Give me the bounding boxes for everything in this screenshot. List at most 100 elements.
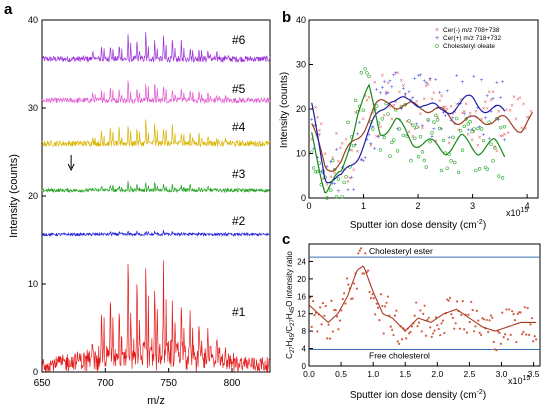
data-point: × (453, 110, 457, 116)
data-point (516, 312, 519, 315)
data-point: + (444, 114, 448, 120)
data-point: × (520, 126, 524, 132)
data-point: × (516, 97, 520, 103)
data-point (386, 295, 390, 298)
data-point (427, 316, 430, 319)
data-point: × (474, 110, 478, 116)
panel-a-x-label: m/z (147, 395, 165, 407)
data-point (434, 316, 438, 319)
data-point (374, 104, 379, 108)
trace-4 (41, 119, 271, 148)
data-point (462, 124, 467, 129)
panel-c-y-ticks: 0 4 8 12 16 20 24 (297, 257, 313, 371)
data-point: + (337, 189, 341, 195)
data-point: + (486, 94, 490, 100)
data-point: × (350, 148, 354, 154)
data-point (426, 118, 430, 122)
data-point: + (310, 118, 314, 124)
trace-1 (41, 260, 271, 373)
data-point (352, 143, 356, 148)
data-point (385, 301, 388, 304)
data-point: + (415, 122, 419, 128)
data-point (502, 336, 505, 339)
data-point (481, 138, 486, 143)
data-point (424, 165, 428, 169)
y-label-part: 27 (290, 346, 296, 353)
data-point (535, 338, 538, 341)
data-point: + (489, 110, 493, 116)
data-point: + (487, 137, 491, 143)
data-point (458, 128, 463, 133)
data-point: × (442, 105, 446, 111)
data-point: × (402, 83, 406, 89)
data-point (351, 297, 354, 300)
data-point: × (403, 93, 407, 99)
panel-b-letter: b (282, 9, 291, 26)
y-label-part: 45 (290, 333, 296, 340)
data-point: × (430, 97, 434, 103)
data-point (422, 158, 427, 163)
legend-label: Cer(-) m/z 708+738 (443, 27, 500, 34)
data-point: + (455, 73, 459, 79)
data-point (376, 306, 380, 309)
data-point (417, 321, 421, 324)
data-point (331, 330, 334, 333)
data-point (470, 129, 474, 134)
data-point (511, 310, 514, 313)
trace-label: #5 (232, 82, 246, 96)
trace-label: #4 (232, 120, 246, 134)
data-point (455, 116, 459, 121)
data-point: × (512, 95, 516, 101)
data-point: + (331, 182, 335, 188)
data-point: × (487, 90, 491, 96)
y-tick-label: 0 (302, 362, 307, 371)
data-point: × (424, 84, 428, 90)
data-point: + (453, 122, 457, 128)
data-point: × (482, 106, 486, 112)
data-point: + (491, 97, 495, 103)
data-point (353, 98, 358, 103)
data-point (458, 327, 462, 330)
data-point: + (320, 170, 324, 176)
panel-a-x-ticks: 650 700 750 800 (34, 368, 241, 389)
data-point (436, 324, 439, 327)
data-point (498, 331, 501, 335)
y-tick-label: 0 (33, 367, 38, 377)
data-point (364, 252, 367, 255)
data-point (434, 113, 438, 118)
data-point: + (476, 106, 480, 112)
data-point: + (411, 96, 415, 102)
data-point (403, 103, 407, 107)
legend-label: Cer(+) m/z 718+732 (443, 35, 502, 42)
data-point: × (508, 109, 512, 115)
data-point: + (329, 160, 333, 166)
data-point (311, 166, 316, 170)
data-point (414, 125, 419, 129)
data-point (324, 304, 327, 308)
data-point: × (339, 146, 343, 152)
data-point (365, 71, 369, 75)
x-tick-label: 1 (361, 201, 366, 211)
y-tick-label: 20 (297, 275, 306, 284)
data-point: + (371, 125, 375, 131)
data-point: + (348, 148, 352, 154)
data-point (443, 331, 446, 335)
data-point: × (528, 116, 532, 122)
panel-a-y-label: Intensity (counts) (8, 154, 20, 238)
data-point (391, 328, 394, 331)
data-point (384, 305, 387, 308)
data-point (437, 126, 442, 131)
data-point (325, 196, 329, 200)
data-point (509, 333, 512, 336)
x-tick-label: 800 (224, 378, 241, 389)
data-point (505, 308, 508, 311)
legend-marker: + (435, 35, 439, 42)
trace-label: #2 (232, 214, 246, 228)
data-point (476, 126, 480, 131)
data-point (430, 335, 433, 338)
y-tick-label: 24 (297, 257, 306, 266)
data-point (519, 311, 522, 314)
data-point: × (394, 100, 398, 106)
data-point (367, 269, 370, 272)
